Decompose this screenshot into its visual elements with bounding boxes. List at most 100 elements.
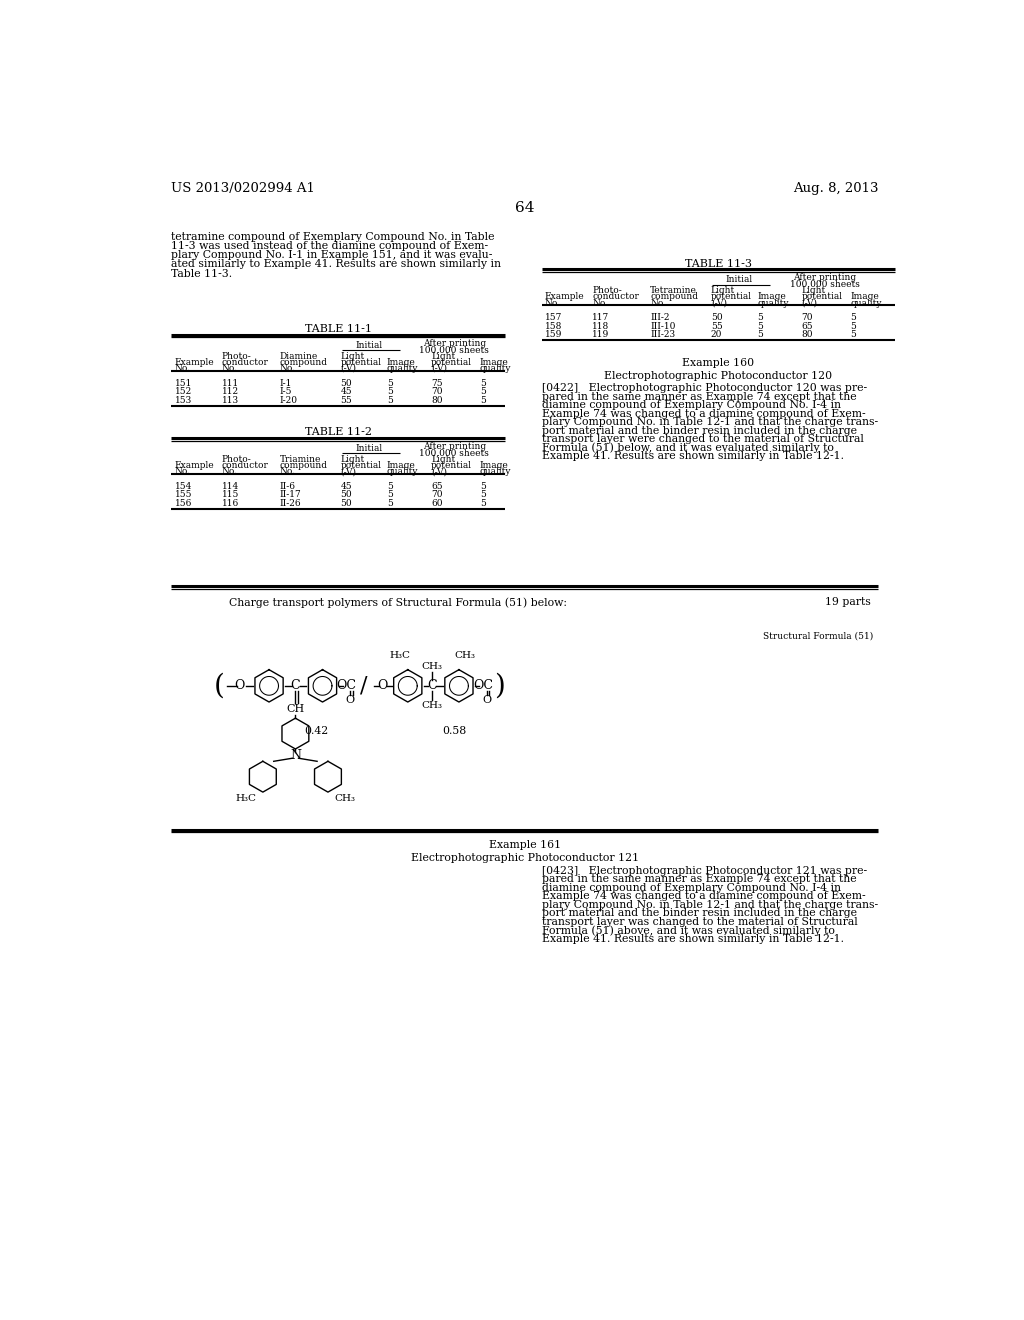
Text: Tetramine: Tetramine xyxy=(650,286,697,296)
Text: III-2: III-2 xyxy=(650,313,670,322)
Text: Photo-: Photo- xyxy=(592,286,622,296)
Text: Formula (51) above, and it was evaluated similarly to: Formula (51) above, and it was evaluated… xyxy=(542,925,835,936)
Text: I-1: I-1 xyxy=(280,379,292,388)
Text: 5: 5 xyxy=(387,379,393,388)
Text: 151: 151 xyxy=(174,379,191,388)
Text: II-17: II-17 xyxy=(280,490,302,499)
Text: 50: 50 xyxy=(340,490,352,499)
Text: 65: 65 xyxy=(431,482,442,491)
Text: conductor: conductor xyxy=(592,293,639,301)
Text: Photo-: Photo- xyxy=(222,455,252,463)
Text: III-23: III-23 xyxy=(650,330,676,339)
Text: Example: Example xyxy=(545,293,585,301)
Text: 19 parts: 19 parts xyxy=(824,598,870,607)
Text: Image: Image xyxy=(387,461,416,470)
Text: OC: OC xyxy=(337,680,356,693)
Text: 55: 55 xyxy=(340,396,352,404)
Text: 55: 55 xyxy=(711,322,723,330)
Text: No.: No. xyxy=(222,364,238,374)
Text: Initial: Initial xyxy=(726,276,753,284)
Text: 11-3 was used instead of the diamine compound of Exem-: 11-3 was used instead of the diamine com… xyxy=(171,240,488,251)
Text: 5: 5 xyxy=(758,330,763,339)
Text: quality: quality xyxy=(758,298,788,308)
Text: 158: 158 xyxy=(545,322,562,330)
Text: 112: 112 xyxy=(222,387,239,396)
Text: conductor: conductor xyxy=(222,358,268,367)
Text: Light: Light xyxy=(431,351,456,360)
Text: pared in the same manner as Example 74 except that the: pared in the same manner as Example 74 e… xyxy=(542,875,856,884)
Text: 119: 119 xyxy=(592,330,609,339)
Text: 50: 50 xyxy=(711,313,722,322)
Text: TABLE 11-2: TABLE 11-2 xyxy=(304,428,372,437)
Text: Image: Image xyxy=(480,461,509,470)
Text: Example: Example xyxy=(174,461,214,470)
Text: 115: 115 xyxy=(222,490,240,499)
Text: 70: 70 xyxy=(802,313,813,322)
Text: (-V): (-V) xyxy=(340,467,356,477)
Text: pared in the same manner as Example 74 except that the: pared in the same manner as Example 74 e… xyxy=(542,392,856,401)
Text: 64: 64 xyxy=(515,201,535,215)
Text: 5: 5 xyxy=(480,499,485,508)
Text: compound: compound xyxy=(650,293,698,301)
Text: No.: No. xyxy=(174,467,190,477)
Text: CH₃: CH₃ xyxy=(421,663,442,671)
Text: No.: No. xyxy=(280,467,296,477)
Text: I-20: I-20 xyxy=(280,396,298,404)
Text: Triamine: Triamine xyxy=(280,455,322,463)
Text: Initial: Initial xyxy=(355,341,383,350)
Text: port material and the binder resin included in the charge: port material and the binder resin inclu… xyxy=(542,908,857,919)
Text: 114: 114 xyxy=(222,482,239,491)
Text: Table 11-3.: Table 11-3. xyxy=(171,268,232,279)
Text: C: C xyxy=(427,680,436,693)
Text: O: O xyxy=(234,680,245,693)
Text: After printing: After printing xyxy=(423,339,485,347)
Text: quality: quality xyxy=(480,364,511,374)
Text: 5: 5 xyxy=(387,387,393,396)
Text: quality: quality xyxy=(387,467,419,477)
Text: II-6: II-6 xyxy=(280,482,296,491)
Text: 5: 5 xyxy=(758,322,763,330)
Text: transport layer were changed to the material of Structural: transport layer were changed to the mate… xyxy=(542,434,863,444)
Text: diamine compound of Exemplary Compound No. I-4 in: diamine compound of Exemplary Compound N… xyxy=(542,400,841,411)
Text: 5: 5 xyxy=(480,379,485,388)
Text: Example 74 was changed to a diamine compound of Exem-: Example 74 was changed to a diamine comp… xyxy=(542,409,865,418)
Text: H₃C: H₃C xyxy=(236,795,256,804)
Text: 80: 80 xyxy=(431,396,442,404)
Text: III-10: III-10 xyxy=(650,322,676,330)
Text: Example: Example xyxy=(174,358,214,367)
Text: Formula (51) below, and it was evaluated similarly to: Formula (51) below, and it was evaluated… xyxy=(542,442,834,453)
Text: 80: 80 xyxy=(802,330,813,339)
Text: 153: 153 xyxy=(174,396,191,404)
Text: Charge transport polymers of Structural Formula (51) below:: Charge transport polymers of Structural … xyxy=(228,598,566,609)
Text: potential: potential xyxy=(802,293,843,301)
Text: No.: No. xyxy=(174,364,190,374)
Text: diamine compound of Exemplary Compound No. I-4 in: diamine compound of Exemplary Compound N… xyxy=(542,883,841,892)
Text: 5: 5 xyxy=(387,499,393,508)
Text: After printing: After printing xyxy=(794,273,856,282)
Text: 0.58: 0.58 xyxy=(441,726,466,735)
Text: No.: No. xyxy=(280,364,296,374)
Text: 0.42: 0.42 xyxy=(304,726,329,735)
Text: port material and the binder resin included in the charge: port material and the binder resin inclu… xyxy=(542,425,857,436)
Text: O: O xyxy=(377,680,387,693)
Text: 70: 70 xyxy=(431,490,442,499)
Text: Image: Image xyxy=(758,293,786,301)
Text: 152: 152 xyxy=(174,387,191,396)
Text: No.: No. xyxy=(222,467,238,477)
Text: Example 161: Example 161 xyxy=(488,840,561,850)
Text: Diamine: Diamine xyxy=(280,351,318,360)
Text: (-V): (-V) xyxy=(340,364,356,374)
Text: Light: Light xyxy=(340,351,365,360)
Text: Example 74 was changed to a diamine compound of Exem-: Example 74 was changed to a diamine comp… xyxy=(542,891,865,902)
Text: Image: Image xyxy=(480,358,509,367)
Text: Light: Light xyxy=(711,286,735,296)
Text: I-5: I-5 xyxy=(280,387,293,396)
Text: (-V): (-V) xyxy=(711,298,727,308)
Text: CH₃: CH₃ xyxy=(335,795,355,804)
Text: 45: 45 xyxy=(340,387,352,396)
Text: 118: 118 xyxy=(592,322,609,330)
Text: CH₃: CH₃ xyxy=(421,701,442,710)
Text: 116: 116 xyxy=(222,499,239,508)
Text: 5: 5 xyxy=(850,330,856,339)
Text: Light: Light xyxy=(802,286,825,296)
